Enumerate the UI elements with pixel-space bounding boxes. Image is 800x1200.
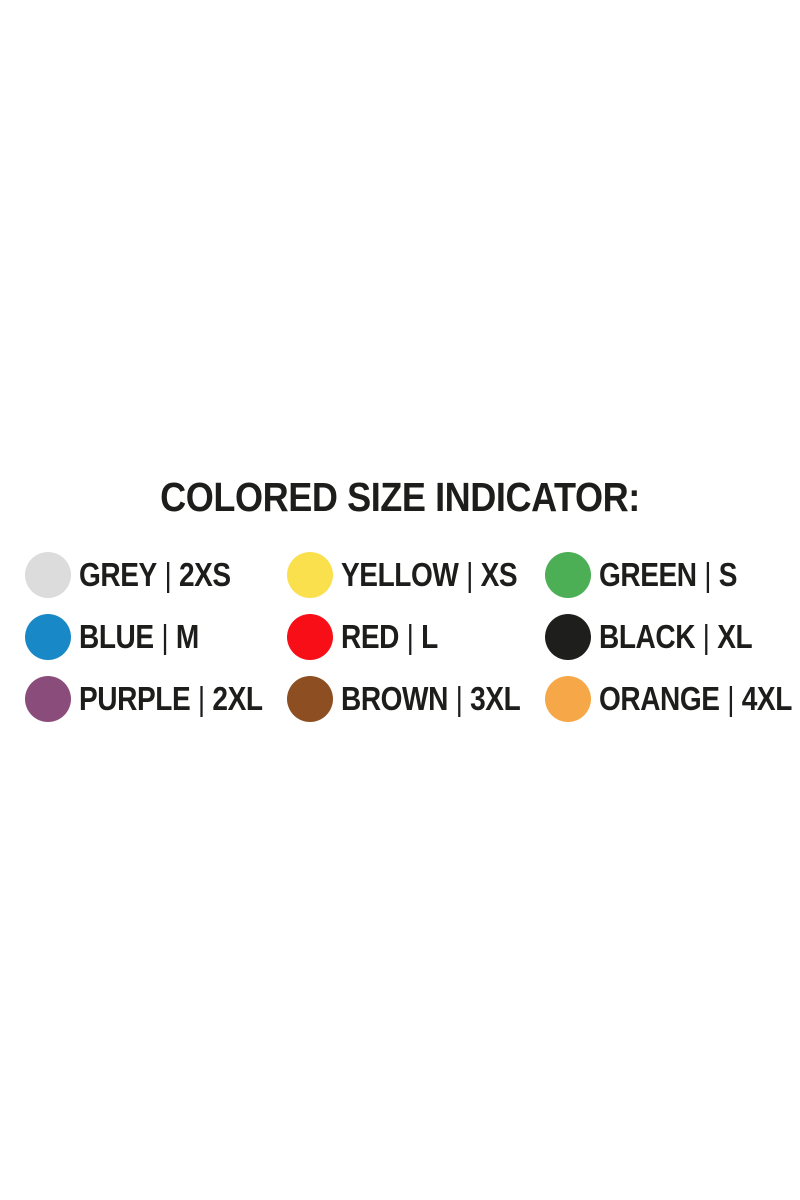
legend-item-label: BROWN | 3XL <box>341 680 521 718</box>
separator: | <box>727 680 735 717</box>
size-value: L <box>421 618 438 655</box>
size-value: 2XL <box>212 680 263 717</box>
legend-item-green: GREEN | S <box>545 552 790 598</box>
color-swatch-black <box>545 614 591 660</box>
legend-item-label: ORANGE | 4XL <box>599 680 792 718</box>
size-value: S <box>718 556 738 593</box>
legend-item-label: YELLOW | XS <box>341 556 518 594</box>
separator: | <box>406 618 414 655</box>
color-name: BLUE <box>79 618 154 655</box>
color-swatch-brown <box>287 676 333 722</box>
size-value: 4XL <box>741 680 793 717</box>
size-value: XL <box>717 618 753 655</box>
separator: | <box>466 556 473 593</box>
color-name: BROWN <box>341 680 448 717</box>
size-value: XS <box>480 556 518 593</box>
separator: | <box>197 680 205 717</box>
separator: | <box>455 680 463 717</box>
legend-item-label: GREEN | S <box>599 556 738 594</box>
size-value: 2XS <box>178 556 231 593</box>
color-name: GREY <box>79 556 157 593</box>
legend-item-grey: GREY | 2XS <box>25 552 287 598</box>
legend-item-blue: BLUE | M <box>25 614 287 660</box>
color-name: YELLOW <box>341 556 459 593</box>
color-swatch-blue <box>25 614 71 660</box>
page-title: COLORED SIZE INDICATOR: <box>160 474 640 520</box>
separator: | <box>704 556 712 593</box>
legend-item-label: BLACK | XL <box>599 618 753 656</box>
color-name: BLACK <box>599 618 696 655</box>
legend-item-label: GREY | 2XS <box>79 556 231 594</box>
color-swatch-purple <box>25 676 71 722</box>
legend-item-red: RED | L <box>287 614 545 660</box>
legend-item-label: PURPLE | 2XL <box>79 680 263 718</box>
color-name: GREEN <box>599 556 697 593</box>
color-swatch-red <box>287 614 333 660</box>
legend-item-purple: PURPLE | 2XL <box>25 676 287 722</box>
color-name: ORANGE <box>599 680 720 717</box>
separator: | <box>164 556 172 593</box>
legend-item-orange: ORANGE | 4XL <box>545 676 792 722</box>
legend-item-brown: BROWN | 3XL <box>287 676 545 722</box>
separator: | <box>161 618 169 655</box>
color-swatch-yellow <box>287 552 333 598</box>
color-name: RED <box>341 618 399 655</box>
legend-item-label: RED | L <box>341 618 438 656</box>
size-legend: GREY | 2XS YELLOW | XS GREEN | S <box>25 552 792 722</box>
legend-item-yellow: YELLOW | XS <box>287 552 545 598</box>
legend-item-black: BLACK | XL <box>545 614 790 660</box>
separator: | <box>702 618 710 655</box>
color-swatch-orange <box>545 676 591 722</box>
color-swatch-grey <box>25 552 71 598</box>
size-value: 3XL <box>470 680 521 717</box>
color-name: PURPLE <box>79 680 191 717</box>
color-swatch-green <box>545 552 591 598</box>
legend-item-label: BLUE | M <box>79 618 199 656</box>
size-value: M <box>175 618 199 655</box>
